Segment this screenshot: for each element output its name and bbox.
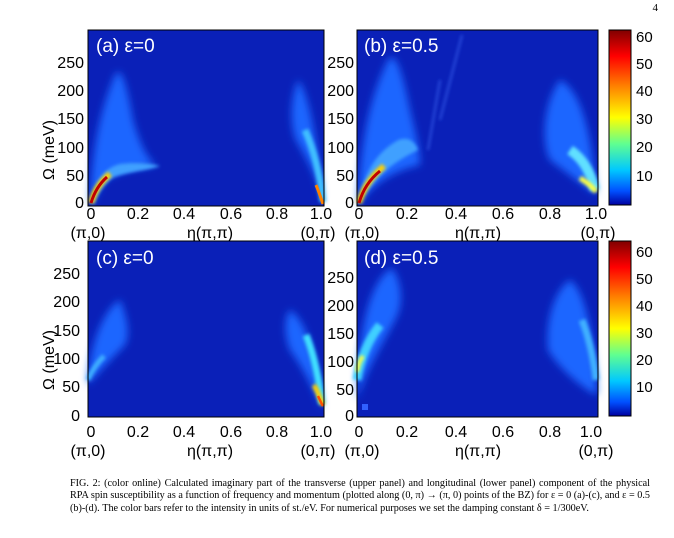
x-axis-label: η(π,π)	[455, 225, 501, 242]
y-tick: 100	[57, 140, 84, 157]
spectral-feature	[352, 268, 600, 410]
colorbar-tick: 60	[636, 244, 653, 261]
y-tick: 100	[327, 354, 354, 371]
colorbar-upper: 10 20 30 40 50 60	[608, 29, 653, 206]
panel-label: (a) ε=0	[96, 36, 155, 57]
x-tick: 0.4	[445, 206, 467, 223]
colorbar-tick: 40	[636, 298, 653, 315]
x-end-label-right: (0,π)	[578, 443, 613, 460]
colorbar-tick: 30	[636, 111, 653, 128]
x-tick: 0.8	[539, 206, 561, 223]
y-tick: 0	[345, 408, 354, 425]
y-tick: 50	[336, 168, 354, 185]
colorbar-tick: 40	[636, 83, 653, 100]
colorbar-tick: 60	[636, 29, 653, 46]
colorbar-tick: 50	[636, 271, 653, 288]
y-tick: 200	[53, 294, 80, 311]
x-tick: 0.2	[396, 206, 418, 223]
x-end-label-right: (0,π)	[580, 225, 615, 242]
y-tick: 200	[57, 83, 84, 100]
colorbar-tick: 10	[636, 379, 653, 396]
y-tick: 200	[327, 298, 354, 315]
x-tick: 0.6	[220, 424, 242, 441]
x-end-label-left: (π,0)	[344, 443, 379, 460]
x-tick: 0.4	[445, 424, 467, 441]
x-tick: 0.4	[173, 206, 195, 223]
caption-label: FIG. 2:	[70, 478, 101, 489]
x-tick: 0.2	[127, 424, 149, 441]
x-tick: 1.0	[580, 424, 602, 441]
x-tick: 1.0	[585, 206, 607, 223]
spectral-feature	[85, 300, 326, 410]
y-tick: 250	[53, 266, 80, 283]
x-tick: 0	[355, 206, 364, 223]
x-axis-label: η(π,π)	[187, 225, 233, 242]
y-tick: 250	[57, 55, 84, 72]
y-tick: 0	[345, 195, 354, 212]
y-axis-label: Ω (meV)	[41, 330, 58, 390]
y-tick: 150	[57, 111, 84, 128]
x-end-label-right: (0,π)	[300, 443, 335, 460]
x-tick: 0.2	[396, 424, 418, 441]
y-tick: 100	[327, 140, 354, 157]
spectral-feature	[356, 34, 600, 204]
y-tick: 50	[66, 168, 84, 185]
x-axis-label: η(π,π)	[455, 443, 501, 460]
colorbar-tick: 20	[636, 139, 653, 156]
spectral-feature	[88, 72, 327, 205]
x-tick: 0.8	[539, 424, 561, 441]
y-axis-label: Ω (meV)	[41, 120, 58, 180]
panel-c: (c) ε=0	[85, 240, 326, 418]
y-tick: 50	[62, 379, 80, 396]
x-tick: 0	[87, 206, 96, 223]
x-tick: 0.8	[266, 206, 288, 223]
panel-a: (a) ε=0	[87, 29, 327, 207]
colorbar-tick: 20	[636, 352, 653, 369]
caption-text: (color online) Calculated imaginary part…	[70, 478, 650, 514]
y-tick: 150	[327, 111, 354, 128]
panel-label: (d) ε=0.5	[364, 248, 438, 269]
panel-label: (c) ε=0	[96, 248, 154, 269]
x-tick: 0.6	[492, 206, 514, 223]
colorbar-tick: 30	[636, 325, 653, 342]
page-number: 4	[652, 2, 659, 14]
panel-label: (b) ε=0.5	[364, 36, 438, 57]
x-tick: 0	[355, 424, 364, 441]
x-tick: 1.0	[310, 424, 332, 441]
panel-b: (b) ε=0.5	[356, 29, 600, 207]
y-tick: 100	[53, 351, 80, 368]
colorbar-lower: 10 20 30 40 50 60	[608, 240, 653, 417]
x-axis-label: η(π,π)	[187, 443, 233, 460]
y-tick: 150	[327, 326, 354, 343]
figure-caption: FIG. 2: (color online) Calculated imagin…	[70, 478, 650, 515]
x-tick: 0.4	[173, 424, 195, 441]
y-tick: 150	[53, 323, 80, 340]
y-tick: 0	[71, 408, 80, 425]
panel-d: (d) ε=0.5	[352, 240, 600, 418]
x-end-label-left: (π,0)	[70, 225, 105, 242]
x-end-label-right: (0,π)	[300, 225, 335, 242]
y-tick: 200	[327, 83, 354, 100]
y-tick: 250	[327, 55, 354, 72]
x-tick: 1.0	[310, 206, 332, 223]
y-tick: 250	[327, 270, 354, 287]
y-tick: 50	[336, 382, 354, 399]
figure-2: (a) ε=0 (b) ε=0.5 (c) ε=0	[41, 29, 653, 460]
colorbar-tick: 50	[636, 56, 653, 73]
x-tick: 0.2	[127, 206, 149, 223]
x-end-label-left: (π,0)	[70, 443, 105, 460]
colorbar-tick: 10	[636, 168, 653, 185]
x-tick: 0.6	[220, 206, 242, 223]
x-end-label-left: (π,0)	[344, 225, 379, 242]
x-tick: 0	[87, 424, 96, 441]
x-tick: 0.6	[492, 424, 514, 441]
x-tick: 0.8	[266, 424, 288, 441]
y-tick: 0	[75, 195, 84, 212]
